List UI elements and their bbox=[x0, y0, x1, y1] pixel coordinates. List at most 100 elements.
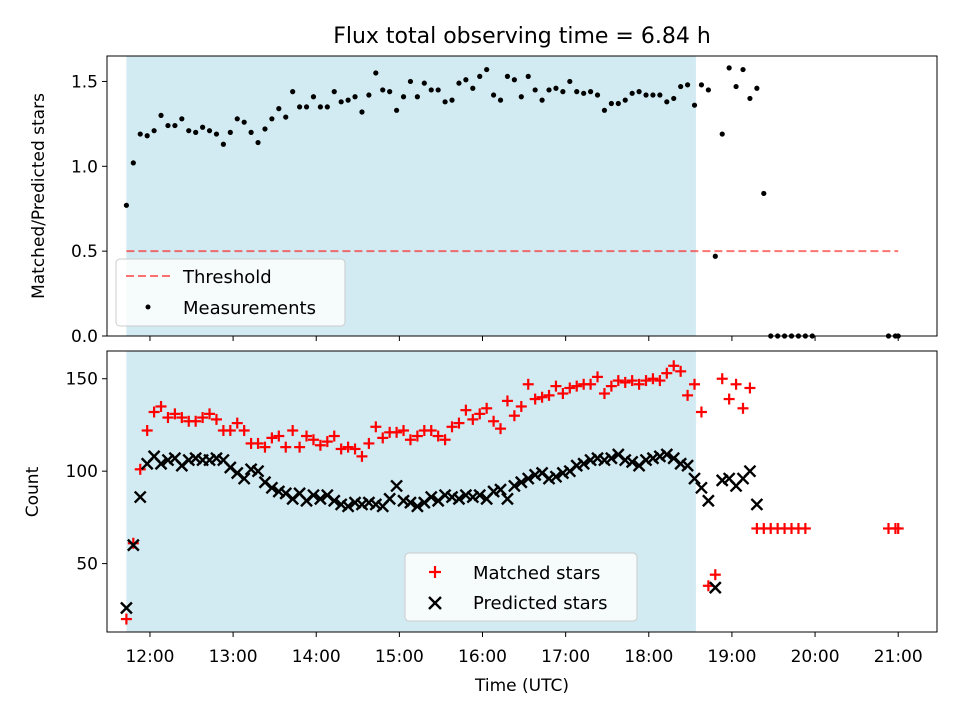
x-tick-label: 13:00 bbox=[209, 647, 258, 667]
measurement-point bbox=[601, 107, 608, 113]
measurement-point bbox=[359, 109, 365, 115]
measurement-point bbox=[629, 90, 635, 96]
measurement-point bbox=[684, 82, 691, 88]
matched-star-point bbox=[363, 437, 375, 449]
measurement-point bbox=[490, 92, 497, 98]
matched-star-point bbox=[280, 441, 292, 453]
matched-star-point bbox=[737, 402, 749, 414]
measurement-point bbox=[581, 90, 587, 96]
measurement-point bbox=[200, 124, 206, 130]
predicted-star-point bbox=[688, 472, 701, 485]
matched-star-point bbox=[675, 365, 687, 377]
measurement-point bbox=[705, 87, 711, 93]
matched-star-point bbox=[640, 375, 652, 387]
matched-star-point bbox=[723, 393, 735, 405]
measurement-point bbox=[546, 87, 552, 93]
matched-star-point bbox=[716, 373, 728, 385]
matched-star-point bbox=[252, 437, 264, 449]
measurement-point bbox=[317, 104, 323, 110]
predicted-star-point bbox=[327, 494, 341, 508]
x-tick-label: 20:00 bbox=[791, 647, 840, 667]
measurement-point bbox=[255, 139, 261, 146]
legend-threshold-label: Threshold bbox=[182, 267, 272, 288]
predicted-star-point bbox=[126, 538, 140, 552]
matched-star-point bbox=[238, 424, 250, 436]
matched-star-point bbox=[529, 393, 541, 405]
measurement-point bbox=[179, 116, 185, 122]
measurement-point bbox=[678, 83, 684, 90]
top-y-axis: 0.0 0.5 1.0 1.5 bbox=[71, 72, 107, 347]
measurement-point bbox=[123, 202, 129, 208]
matched-star-point bbox=[682, 389, 694, 401]
matched-star-point bbox=[647, 373, 659, 385]
measurement-point bbox=[449, 97, 455, 103]
matched-star-point bbox=[564, 382, 576, 394]
matched-star-point bbox=[605, 380, 617, 392]
matched-star-point bbox=[169, 408, 181, 420]
measurement-point bbox=[615, 100, 621, 107]
legend-measurements-swatch bbox=[145, 304, 151, 310]
measurement-point bbox=[636, 89, 642, 95]
measurement-point bbox=[622, 97, 628, 103]
measurement-point bbox=[553, 85, 559, 91]
measurement-point bbox=[463, 77, 469, 83]
matched-star-point bbox=[259, 441, 271, 453]
matched-star-point bbox=[342, 441, 354, 453]
count-series bbox=[120, 360, 904, 625]
measurement-point bbox=[477, 73, 483, 79]
bottom-axes-frame bbox=[106, 350, 938, 633]
x-tick-label: 21:00 bbox=[874, 647, 923, 667]
legend-matched-swatch bbox=[429, 566, 441, 578]
x-tick-label: 16:00 bbox=[458, 647, 507, 667]
measurement-point bbox=[518, 94, 524, 100]
matched-star-point bbox=[411, 430, 423, 442]
matched-star-point bbox=[141, 424, 153, 436]
measurement-point bbox=[158, 112, 164, 118]
top-axes-frame bbox=[106, 55, 938, 337]
matched-star-point bbox=[460, 404, 472, 416]
matched-star-point bbox=[495, 423, 507, 435]
predicted-star-point bbox=[625, 455, 639, 469]
matched-star-point bbox=[709, 569, 721, 581]
measurement-point bbox=[165, 122, 171, 129]
matched-star-point bbox=[543, 389, 555, 401]
measurement-point bbox=[456, 80, 462, 86]
predicted-star-point bbox=[514, 475, 528, 489]
measurement-point bbox=[664, 99, 670, 105]
matched-star-point bbox=[287, 424, 299, 436]
legend-matched-label: Matched stars bbox=[473, 563, 600, 584]
predicted-star-point bbox=[307, 488, 320, 502]
measurement-point bbox=[220, 141, 226, 147]
matched-star-point bbox=[210, 413, 222, 425]
measurement-point bbox=[754, 85, 760, 91]
measurement-point bbox=[504, 73, 511, 79]
measurement-point bbox=[574, 89, 580, 95]
bottom-y-axis: 50 100 150 bbox=[66, 370, 107, 575]
matched-star-point bbox=[155, 400, 167, 412]
matched-star-point bbox=[892, 522, 904, 534]
matched-star-point bbox=[349, 443, 361, 455]
bottom-legend-box bbox=[404, 552, 638, 622]
predicted-star-point bbox=[424, 490, 438, 504]
matched-star-point bbox=[619, 376, 631, 388]
top-y-axis-label: Matched/Predicted stars bbox=[29, 93, 49, 299]
matched-star-point bbox=[266, 432, 278, 444]
matched-star-point bbox=[695, 406, 707, 418]
matched-star-point bbox=[799, 522, 811, 534]
measurement-point bbox=[407, 78, 414, 85]
matched-star-point bbox=[508, 410, 520, 422]
predicted-star-point bbox=[708, 581, 722, 594]
predicted-star-point bbox=[390, 479, 403, 493]
predicted-star-point bbox=[314, 492, 327, 506]
legend-predicted-swatch bbox=[428, 596, 442, 610]
y-tick-label: 1.5 bbox=[71, 72, 98, 92]
measurement-point bbox=[442, 99, 448, 105]
measurement-point bbox=[532, 87, 538, 93]
matched-star-point bbox=[398, 424, 410, 436]
matched-star-point bbox=[467, 413, 479, 425]
predicted-star-point bbox=[695, 481, 708, 495]
predicted-star-point bbox=[404, 496, 417, 509]
matched-star-point bbox=[321, 436, 333, 448]
measurement-point bbox=[428, 87, 434, 93]
